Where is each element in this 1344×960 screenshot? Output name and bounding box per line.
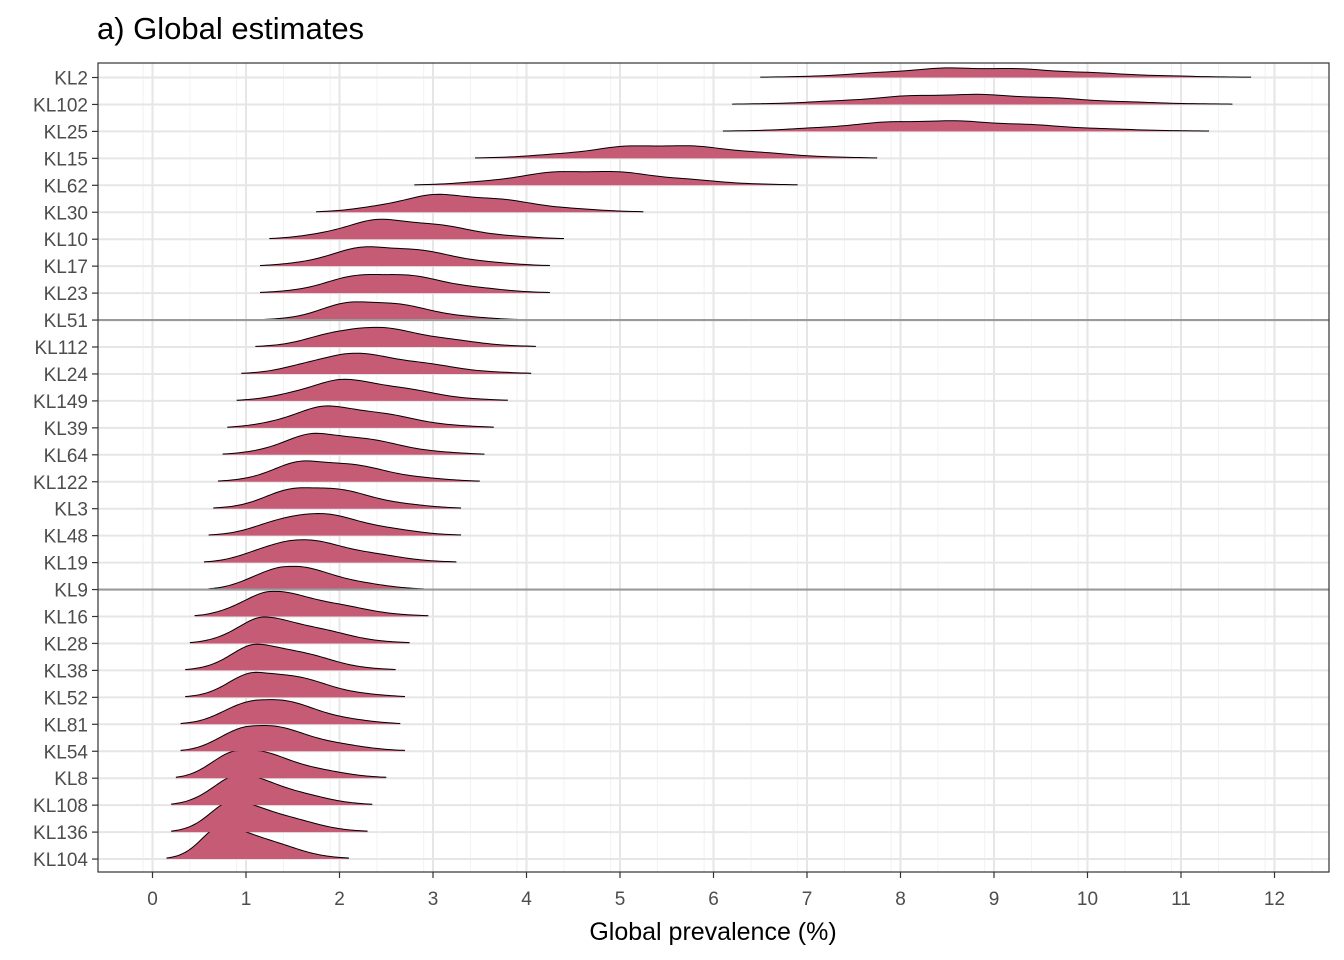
x-axis: 0 1 2 3 4 5 6 7 8 9 10 11 12 bbox=[147, 872, 1285, 910]
ridge-outline-KL62 bbox=[414, 171, 798, 186]
ridge-fill-KL112 bbox=[255, 327, 536, 347]
y-tick-label: KL17 bbox=[44, 257, 88, 278]
y-tick-label: KL136 bbox=[33, 823, 88, 844]
ridge-outline-KL2 bbox=[760, 67, 1252, 78]
ridge-outline-KL112 bbox=[255, 326, 536, 347]
y-tick-label: KL16 bbox=[44, 608, 88, 629]
ridge-fill-KL62 bbox=[414, 171, 798, 186]
chart-title: a) Global estimates bbox=[97, 11, 364, 46]
x-tick-label: 8 bbox=[895, 889, 906, 910]
y-tick-label: KL25 bbox=[44, 122, 88, 143]
y-tick-label: KL2 bbox=[54, 69, 88, 90]
y-tick-label: KL64 bbox=[44, 446, 89, 467]
y-tick-label: KL112 bbox=[34, 338, 88, 359]
x-tick-label: 2 bbox=[334, 889, 345, 910]
y-tick-label: KL51 bbox=[44, 311, 88, 332]
y-tick-label: KL28 bbox=[44, 634, 88, 655]
ridge-fill-KL39 bbox=[227, 405, 494, 428]
y-tick-label: KL38 bbox=[44, 661, 88, 682]
x-axis-title: Global prevalence (%) bbox=[589, 918, 836, 946]
x-tick-label: 3 bbox=[428, 889, 439, 910]
x-tick-label: 5 bbox=[615, 889, 626, 910]
ridge-outline-KL102 bbox=[732, 93, 1233, 105]
ridge-fill-KL48 bbox=[208, 513, 462, 536]
y-tick-label: KL52 bbox=[44, 688, 88, 709]
ridge-fill-KL10 bbox=[269, 219, 564, 240]
ridge-fill-KL51 bbox=[264, 301, 518, 321]
ridge-outline-KL19 bbox=[203, 539, 457, 563]
y-tick-label: KL19 bbox=[44, 554, 88, 575]
ridge-fill-KL24 bbox=[241, 353, 532, 374]
ridge-fill-KL25 bbox=[722, 120, 1210, 132]
ridge-fill-KL9 bbox=[208, 566, 424, 590]
ridges bbox=[166, 67, 1252, 860]
x-tick-label: 0 bbox=[147, 889, 158, 910]
ridge-outline-KL52 bbox=[185, 671, 405, 698]
y-tick-label: KL48 bbox=[44, 527, 88, 548]
y-tick-label: KL62 bbox=[44, 176, 88, 197]
ridge-fill-KL2 bbox=[760, 67, 1252, 78]
y-tick-label: KL102 bbox=[33, 95, 88, 116]
y-tick-label: KL54 bbox=[44, 742, 89, 763]
ridge-outline-KL51 bbox=[264, 301, 518, 320]
ridge-outline-KL108 bbox=[171, 774, 373, 805]
ridge-fill-KL19 bbox=[203, 539, 457, 563]
x-tick-label: 7 bbox=[802, 889, 813, 910]
ridge-outline-KL23 bbox=[259, 274, 550, 293]
y-tick-label: KL23 bbox=[44, 284, 88, 305]
y-tick-label: KL39 bbox=[44, 419, 88, 440]
ridge-outline-KL17 bbox=[259, 246, 550, 267]
ridge-fill-KL30 bbox=[316, 194, 644, 213]
y-tick-label: KL108 bbox=[33, 796, 88, 817]
ridge-fill-KL17 bbox=[260, 246, 550, 267]
ridge-outline-KL122 bbox=[217, 460, 480, 482]
x-tick-label: 11 bbox=[1171, 889, 1191, 910]
ridge-outline-KL10 bbox=[269, 218, 564, 240]
ridge-outline-KL9 bbox=[208, 565, 424, 590]
ridge-fill-KL102 bbox=[732, 94, 1233, 105]
ridge-outline-KL28 bbox=[189, 616, 410, 644]
ridge-outline-KL3 bbox=[213, 487, 462, 509]
y-tick-label: KL8 bbox=[54, 769, 88, 790]
y-tick-label: KL149 bbox=[33, 392, 88, 413]
y-tick-label: KL3 bbox=[54, 500, 88, 521]
x-tick-label: 12 bbox=[1264, 889, 1285, 910]
y-axis: KL2 KL102 KL25 KL15 KL62 KL30 KL10 KL17 KL23 KL51… bbox=[33, 69, 98, 871]
ridge-outline-KL48 bbox=[208, 513, 462, 536]
y-tick-label: KL10 bbox=[44, 230, 88, 251]
ridge-fill-KL15 bbox=[475, 145, 878, 159]
ridge-outline-KL54 bbox=[180, 725, 405, 751]
y-tick-label: KL24 bbox=[44, 365, 89, 386]
ridge-outline-KL25 bbox=[722, 120, 1210, 132]
y-tick-label: KL122 bbox=[33, 473, 88, 494]
x-tick-label: 6 bbox=[708, 889, 719, 910]
ridge-fill-KL64 bbox=[222, 433, 485, 455]
ridge-outline-KL16 bbox=[194, 590, 429, 617]
ridge-outline-KL136 bbox=[171, 800, 368, 832]
ridge-outline-KL104 bbox=[166, 825, 349, 859]
y-tick-label: KL81 bbox=[44, 715, 88, 736]
reference-lines bbox=[98, 318, 1329, 591]
x-tick-label: 1 bbox=[241, 889, 252, 910]
x-tick-label: 4 bbox=[521, 889, 532, 910]
ridge-outline-KL15 bbox=[475, 145, 878, 159]
ridge-outline-KL8 bbox=[175, 749, 387, 778]
ridge-outline-KL81 bbox=[180, 699, 401, 724]
ridge-outline-KL24 bbox=[241, 352, 532, 374]
ridge-fill-KL149 bbox=[236, 379, 508, 401]
ridge-fill-KL23 bbox=[260, 274, 550, 294]
y-tick-label: KL104 bbox=[33, 850, 88, 871]
y-tick-label: KL9 bbox=[54, 581, 88, 602]
ridge-outline-KL30 bbox=[316, 193, 644, 213]
ridge-fill-KL3 bbox=[213, 487, 462, 509]
ridge-outline-KL38 bbox=[185, 643, 396, 671]
ridge-outline-KL149 bbox=[236, 378, 508, 401]
x-tick-label: 9 bbox=[989, 889, 1000, 910]
y-tick-label: KL15 bbox=[44, 149, 88, 170]
x-tick-label: 10 bbox=[1077, 889, 1098, 910]
ridge-outline-KL64 bbox=[222, 432, 485, 455]
ridge-outline-KL39 bbox=[227, 405, 494, 428]
y-tick-label: KL30 bbox=[44, 203, 88, 224]
